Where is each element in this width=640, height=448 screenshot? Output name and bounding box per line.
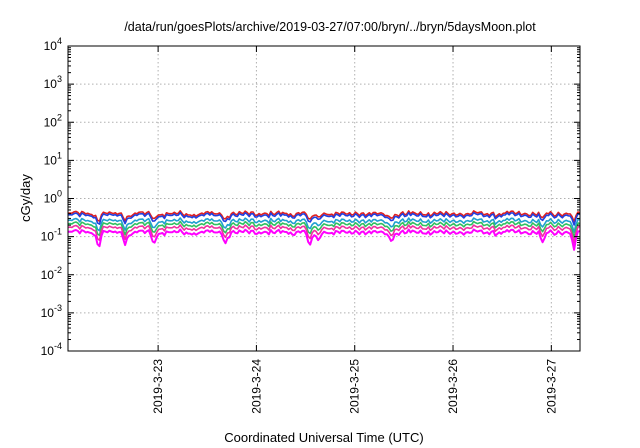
y-tick-label: 101 [44, 150, 62, 167]
y-tick-exponent: 0 [57, 189, 62, 199]
y-tick-exponent: 4 [57, 36, 62, 46]
chart-title: /data/run/goesPlots/archive/2019-03-27/0… [124, 20, 536, 34]
y-axis-label: cGy/day [18, 174, 33, 222]
y-tick-label: 10-4 [41, 341, 62, 358]
y-tick-label: 10-1 [41, 227, 62, 244]
series-line [67, 224, 580, 244]
y-tick-exponent: -3 [54, 303, 62, 313]
x-tick-label: 2019-3-24 [249, 359, 263, 414]
y-tick-exponent: 2 [57, 112, 62, 122]
y-tick-exponent: -1 [54, 227, 62, 237]
y-tick-label: 10-2 [41, 265, 62, 282]
series-line [67, 220, 581, 239]
y-tick-base: 10 [44, 115, 58, 129]
x-axis-label: Coordinated Universal Time (UTC) [224, 430, 423, 445]
y-tick-base: 10 [44, 77, 58, 91]
x-axis-ticks: 2019-3-23 2019-3-24 2019-3-25 2019-3-26 2019… [151, 46, 558, 414]
y-tick-label: 104 [44, 36, 62, 53]
y-tick-base: 10 [44, 39, 58, 53]
x-tick-label: 2019-3-27 [544, 359, 558, 414]
y-tick-label: 102 [44, 112, 62, 129]
y-tick-base: 10 [41, 344, 55, 358]
y-tick-label: 103 [44, 74, 62, 91]
series-line [67, 228, 581, 251]
y-tick-exponent: -4 [54, 341, 62, 351]
y-tick-base: 10 [41, 230, 55, 244]
x-tick-label: 2019-3-25 [348, 359, 362, 414]
x-tick-label: 2019-3-26 [446, 359, 460, 414]
series-line [67, 211, 581, 226]
y-tick-exponent: -2 [54, 265, 62, 275]
y-tick-exponent: 3 [57, 74, 62, 84]
y-tick-base: 10 [44, 153, 58, 167]
y-tick-exponent: 1 [57, 150, 62, 160]
series-line [67, 217, 581, 233]
y-tick-base: 10 [44, 192, 58, 206]
y-tick-base: 10 [41, 268, 55, 282]
x-tick-label: 2019-3-23 [151, 359, 165, 414]
y-tick-label: 100 [44, 189, 62, 206]
y-tick-base: 10 [41, 306, 55, 320]
series-layer [67, 210, 581, 251]
y-tick-label: 10-3 [41, 303, 62, 320]
